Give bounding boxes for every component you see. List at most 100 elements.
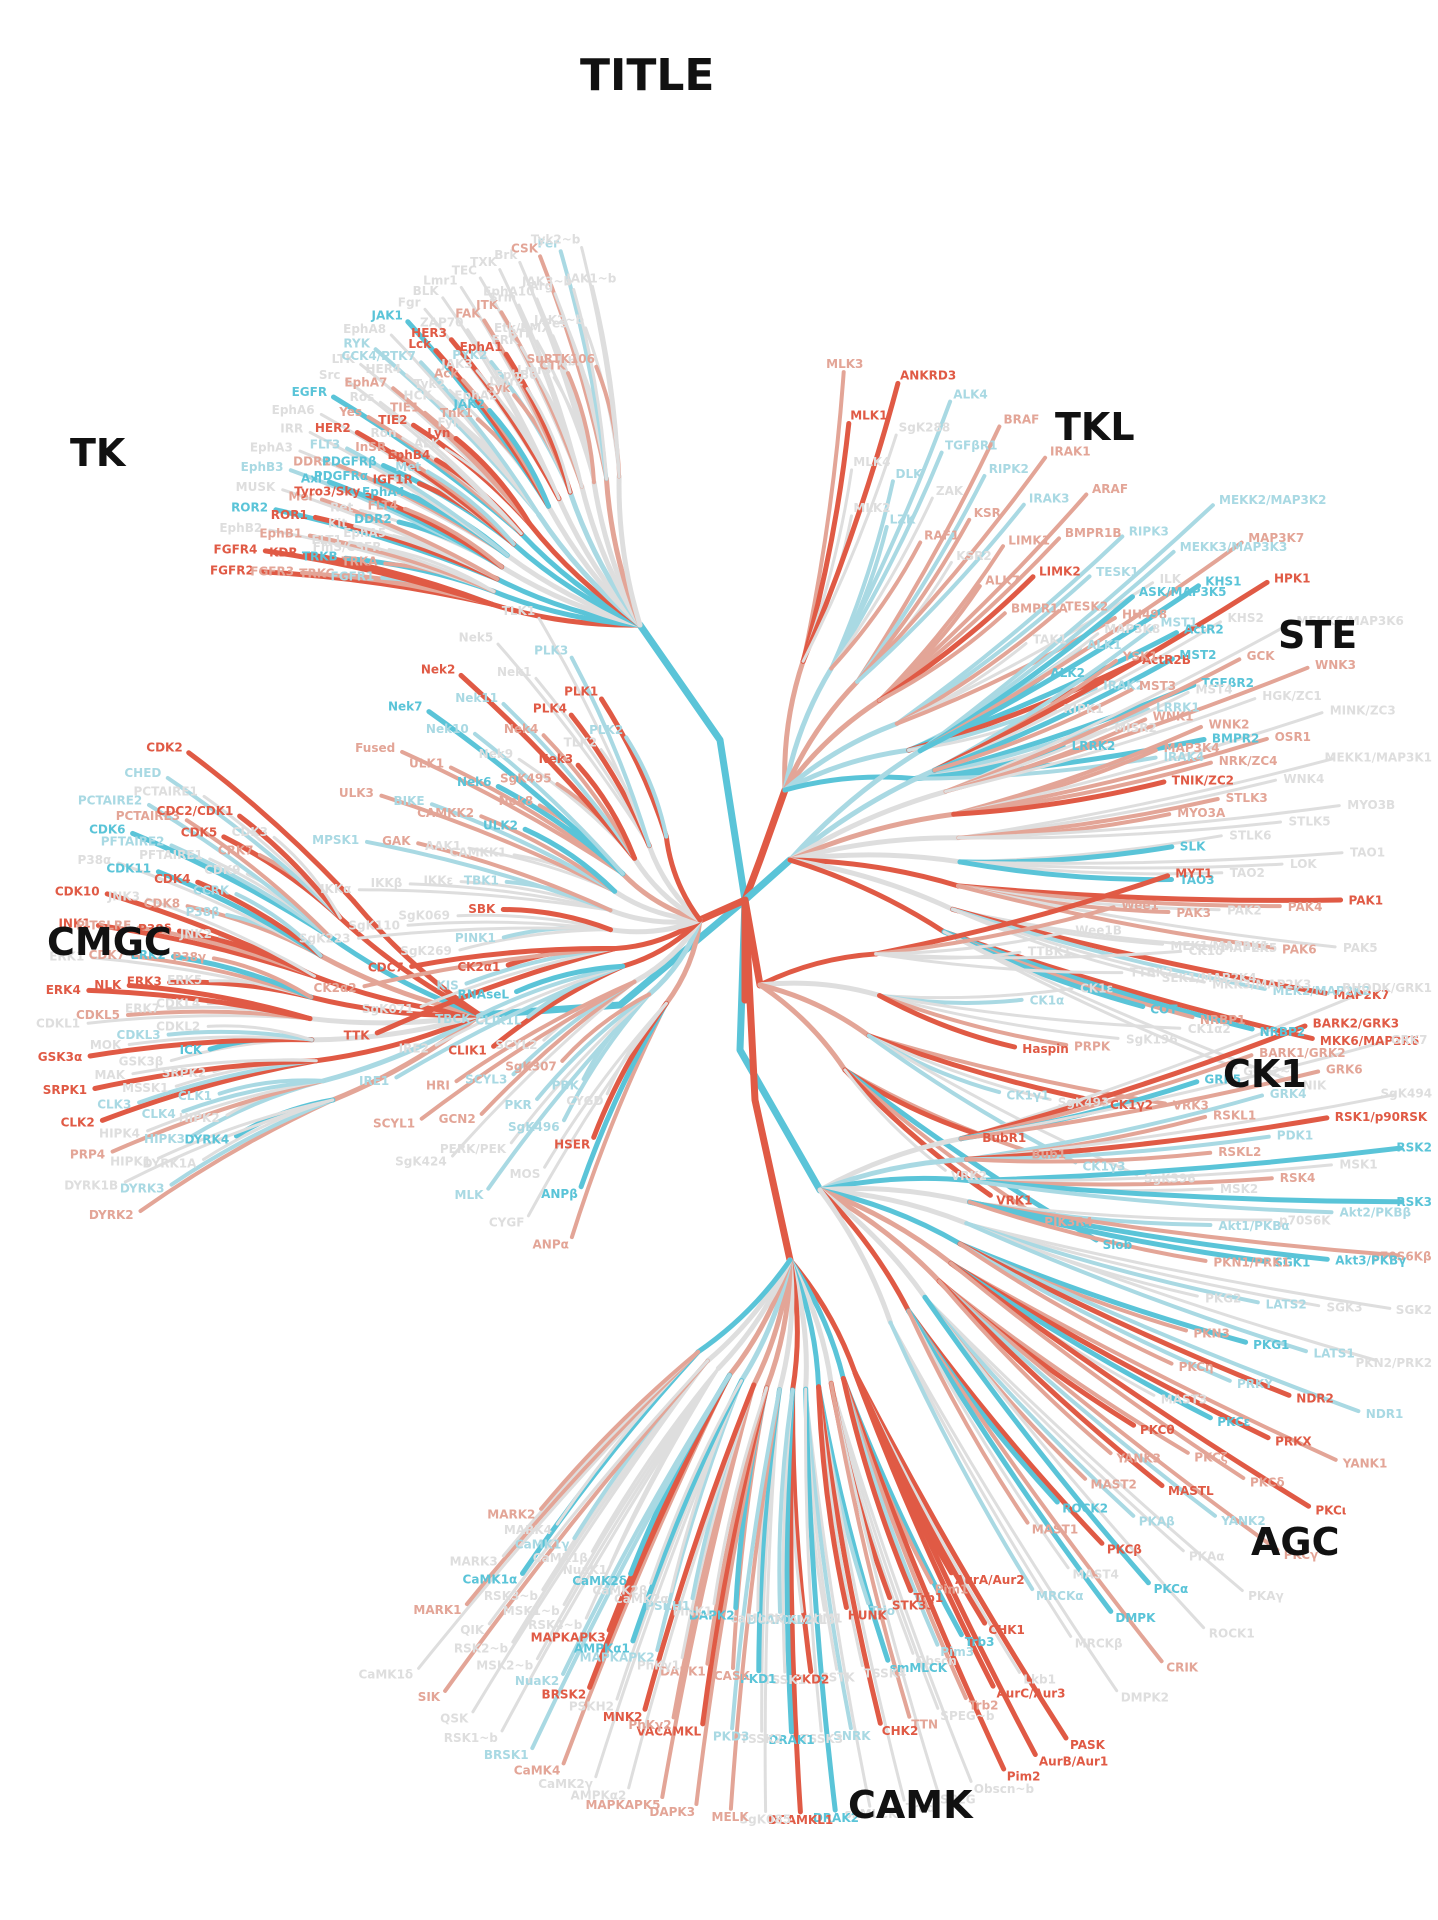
sub-branch-cmgc: [351, 898, 483, 1018]
kinase-label: PDGFRα: [314, 469, 368, 483]
kinase-label: TTN: [911, 1717, 938, 1731]
kinase-label: AurA/Aur2: [955, 1573, 1025, 1587]
kinase-label: Fgr: [398, 296, 421, 310]
kinase-label: MAST3: [1161, 1393, 1207, 1407]
kinase-label: InSR: [355, 440, 386, 454]
kinase-label: STLK3: [1226, 791, 1268, 805]
kinase-label: TSSK4: [864, 1667, 907, 1681]
kinase-label: TGFβR1: [945, 438, 997, 452]
kinase-label: PERK/PEK: [440, 1142, 507, 1156]
branch-cmgc: [217, 1078, 326, 1096]
kinase-label: ERK5: [167, 973, 202, 987]
kinase-label: HER4: [365, 362, 401, 376]
kinase-label: HCK: [404, 388, 433, 402]
kinase-label: PSKH1: [645, 1599, 690, 1613]
branch-camk: [829, 1381, 973, 1783]
kinase-label: KDR: [269, 545, 298, 559]
kinase-label: AurC/Aur3: [997, 1686, 1066, 1700]
sub-branch-ste: [787, 852, 963, 865]
kinase-label: CDC7: [368, 961, 404, 975]
branch-tkl: [877, 492, 1089, 703]
kinase-label: FAK: [455, 306, 481, 320]
kinase-label: PKCγ: [1284, 1548, 1319, 1562]
sub-branch-ck1: [757, 982, 848, 1073]
branch-other: [408, 882, 612, 912]
kinase-label: PhKγ1: [637, 1658, 680, 1672]
branch-ck1: [873, 905, 1116, 956]
group-trunk-other: [696, 896, 749, 1004]
kinase-label: Nek5: [459, 631, 494, 645]
kinase-label: TSSK2: [740, 1732, 783, 1746]
kinase-label: BMPR2: [1212, 732, 1259, 746]
kinase-label: TBCK: [435, 1012, 471, 1026]
kinase-label: EphA3: [250, 440, 293, 454]
kinase-label: EphA1: [460, 340, 503, 354]
branch-ck1: [874, 952, 1124, 975]
kinase-label: MKK3/MAP2K3: [1212, 977, 1311, 991]
branch-other: [374, 946, 618, 1036]
kinase-label: CaMK4: [514, 1764, 561, 1778]
kinase-label: PKAα: [1189, 1550, 1225, 1564]
kinase-label: TRKC: [299, 566, 334, 580]
kinase-label: MAP3K4: [1164, 741, 1220, 755]
kinase-label: CDK6: [89, 823, 125, 837]
kinase-label: HIPK3: [144, 1132, 185, 1146]
kinase-label: AurB/Aur1: [1039, 1755, 1108, 1769]
kinase-label: NuaK2: [515, 1674, 559, 1688]
kinase-label: ROCK2: [1062, 1501, 1108, 1515]
kinase-label: CDKL5: [76, 1008, 120, 1022]
kinase-label: GCK: [1247, 649, 1276, 663]
branch-agc: [967, 1178, 1405, 1205]
branch-other: [357, 888, 612, 912]
kinase-label: CLK1: [178, 1089, 212, 1103]
kinase-label: MSK2~b: [476, 1659, 533, 1673]
branch-cmgc: [123, 1098, 335, 1184]
branch-tk: [590, 284, 621, 478]
group-labels: TK TKL STE CK1 AGC CAMK CMGC: [47, 405, 1357, 1827]
kinase-label: Mer: [288, 490, 314, 504]
branch-cmgc: [166, 1029, 314, 1042]
kinase-label: GSK3α: [38, 1050, 82, 1064]
kinase-label: IRAK1: [1050, 444, 1091, 458]
kinase-label: Ron: [370, 426, 396, 440]
kinase-label: smMLCK: [890, 1661, 948, 1675]
branch-cmgc: [195, 879, 324, 959]
kinase-label: CDK5: [181, 825, 217, 839]
branch-agc: [964, 1221, 1321, 1308]
kinase-label: TTBK2: [1130, 965, 1173, 979]
branch-tk: [572, 288, 608, 481]
kinase-label: MEKK1/MAP3K1: [1325, 750, 1433, 764]
kinase-label: SuRTK106: [527, 352, 595, 366]
kinase-label: MAPKAPK5: [585, 1798, 660, 1812]
branch-camk: [594, 1379, 743, 1779]
branch-cmgc: [171, 954, 314, 1000]
kinase-label: CDK9: [204, 863, 240, 877]
group-label-agc: AGC: [1251, 1520, 1340, 1564]
kinase-label: MELK: [712, 1810, 750, 1824]
branch-ste: [952, 711, 1324, 816]
branch-camk: [840, 1376, 914, 1594]
branch-tkl: [855, 424, 1002, 684]
kinase-label: Akt1/PKBα: [1218, 1219, 1289, 1233]
kinase-label: VRK3: [1173, 1099, 1209, 1113]
kinase-label: NDR2: [1296, 1392, 1334, 1406]
kinase-label: JAK2~b: [533, 313, 584, 327]
kinase-label: ActR2: [1184, 623, 1224, 637]
kinase-label: DCAMKL3: [770, 1613, 835, 1627]
kinase-label: MSSK1: [122, 1081, 168, 1095]
group-label-tkl: TKL: [1055, 405, 1135, 449]
branch-cmgc: [272, 835, 342, 920]
branch-other: [454, 979, 637, 1084]
kinase-label: ILK: [1160, 572, 1182, 586]
kinase-label: WNK1: [1153, 709, 1194, 723]
kinase-label: ERK7: [125, 1001, 160, 1015]
kinase-label: MLK4: [853, 455, 890, 469]
branch-ste: [917, 583, 1201, 754]
kinase-label: MAK: [94, 1068, 125, 1082]
kinase-label: LZK: [890, 513, 916, 527]
branch-camk: [649, 1379, 743, 1585]
kinase-label: FmS/CSFR: [313, 540, 382, 554]
branch-camk: [590, 1367, 720, 1553]
kinase-label: Etk/BMX: [494, 321, 551, 335]
kinase-label: HER3: [411, 326, 447, 340]
